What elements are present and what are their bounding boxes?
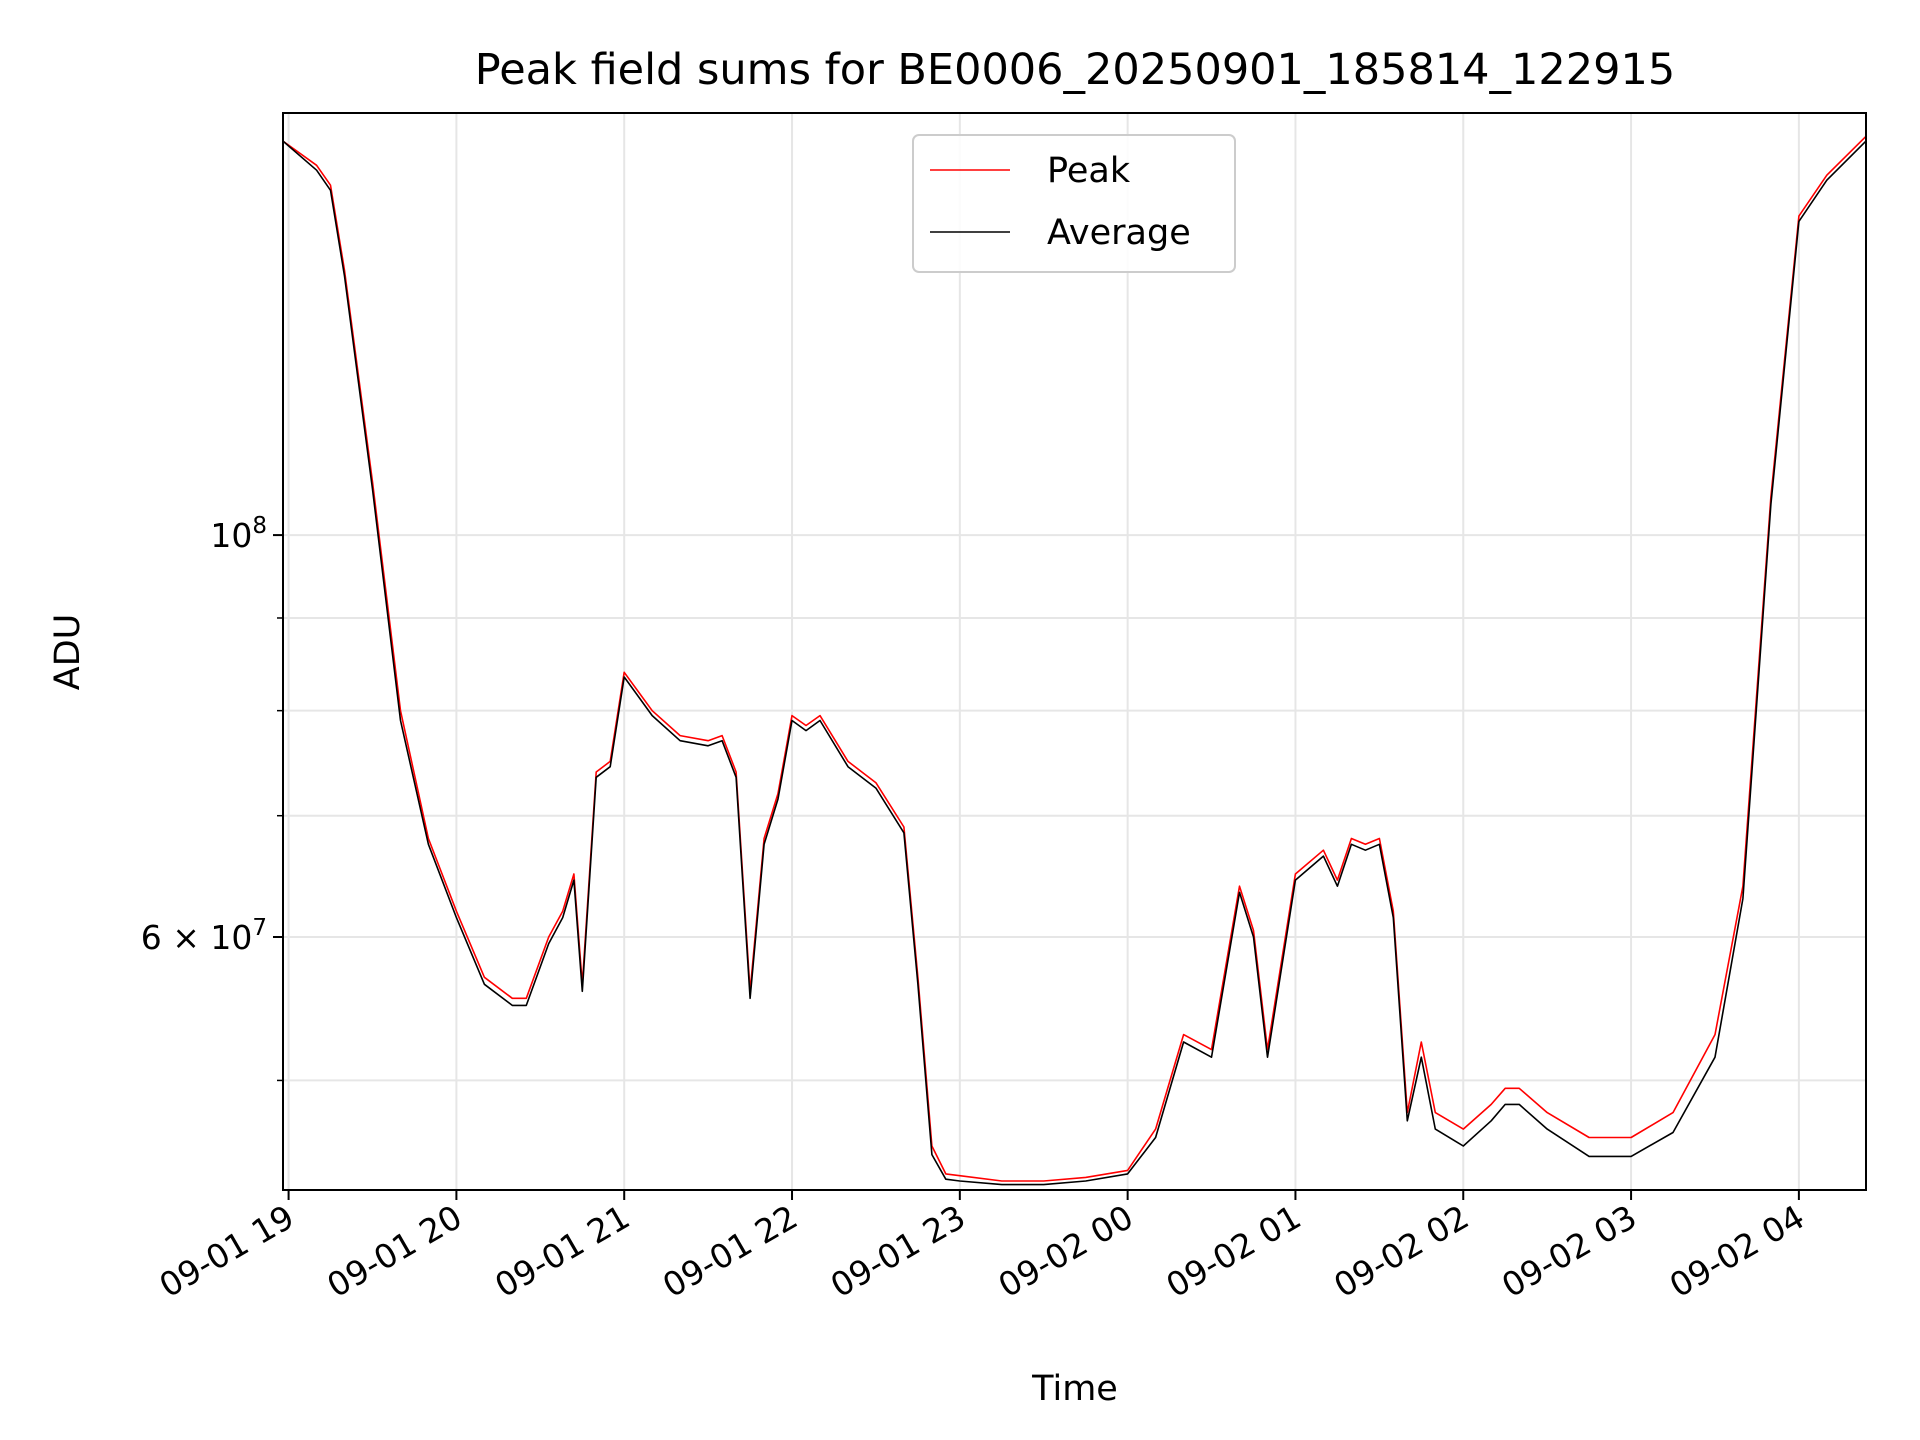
series-line-average <box>282 140 1867 1186</box>
grid <box>283 113 1866 1190</box>
y-tick-label: 6 × 107 <box>141 915 267 957</box>
legend-peak-label: Peak <box>1047 151 1131 191</box>
legend: Peak Average <box>912 134 1236 273</box>
chart-title: Peak field sums for BE0006_20250901_1858… <box>475 45 1675 95</box>
y-axis-label: ADU <box>48 614 88 691</box>
plot-area-frame <box>282 112 1867 1191</box>
series-layer <box>282 135 1867 1186</box>
legend-average-label: Average <box>1047 213 1191 253</box>
series-line-peak <box>282 135 1867 1182</box>
x-axis-label: Time <box>1031 1369 1118 1409</box>
